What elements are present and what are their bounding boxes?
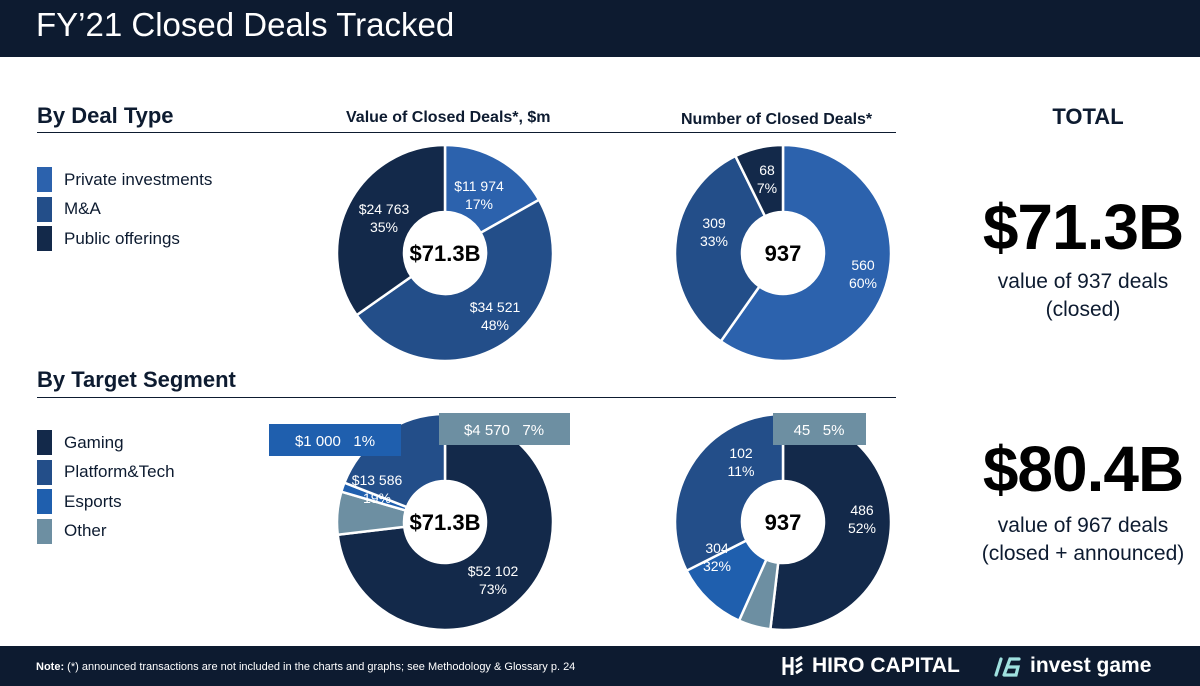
slice-gaming-value-label: 486	[850, 502, 874, 518]
legend-swatch	[37, 196, 52, 222]
slice-esports-pct-label: 11%	[728, 463, 755, 479]
legend-label: Public offerings	[64, 228, 180, 248]
page-title: FY’21 Closed Deals Tracked	[36, 6, 455, 43]
total-closed-sub1: value of 937 deals	[997, 270, 1169, 293]
donut-slice-platform-tech	[673, 412, 785, 573]
donut-slice-private-investments	[719, 143, 893, 363]
donut-slice-public-offerings	[733, 143, 785, 218]
value-chart-title: Value of Closed Deals*, $m	[346, 109, 551, 126]
brand-invest-game-text: invest game	[1030, 654, 1152, 677]
legend-swatch	[37, 518, 52, 544]
legend-item: Gaming	[37, 428, 175, 458]
slice-m-a-value-label: 309	[702, 215, 726, 231]
slice-private-investments-pct-label: 17%	[465, 196, 493, 212]
section-divider	[37, 397, 896, 398]
footnote-prefix: Note:	[36, 661, 65, 673]
legend-swatch	[37, 226, 52, 252]
legend-swatch	[37, 167, 52, 193]
slice-public-offerings-pct-label: 35%	[370, 219, 398, 235]
slice-gaming-value-label: $52 102	[468, 563, 519, 579]
footnote-text: (*) announced transactions are not inclu…	[64, 661, 576, 673]
slice-public-offerings-value-label: 68	[759, 162, 775, 178]
legend-segment: Gaming Platform&Tech Esports Other	[37, 428, 175, 546]
slice-esports-value-label: 102	[729, 445, 753, 461]
legend-item: M&A	[37, 195, 212, 225]
legend-deal-type: Private investments M&A Public offerings	[37, 165, 212, 254]
legend-swatch	[37, 459, 52, 485]
total-heading: TOTAL	[1052, 104, 1124, 129]
hiro-logo-icon	[782, 655, 803, 675]
section-title-deal-type: By Deal Type	[37, 103, 174, 128]
slice-esports-callout-label: $1 000 1%	[295, 433, 375, 450]
total-closed-sub2: (closed)	[1045, 298, 1121, 321]
total-all-sub2: (closed + announced)	[981, 542, 1185, 565]
donut-center-label: 937	[765, 241, 802, 266]
legend-label: M&A	[64, 199, 101, 219]
section-title-segment: By Target Segment	[37, 367, 236, 392]
slice-other-callout-label: $4 570 7%	[464, 422, 544, 439]
legend-swatch	[37, 430, 52, 456]
slice-platform-tech-pct-label: 19%	[363, 490, 391, 506]
slice-other-callout-box	[773, 413, 866, 445]
title-bar: FY’21 Closed Deals Tracked	[0, 0, 1200, 57]
donut-slice-m-a	[354, 198, 555, 363]
total-closed-value: $71.3B	[982, 191, 1184, 263]
legend-swatch	[37, 489, 52, 515]
slice-m-a-value-label: $34 521	[470, 299, 521, 315]
slice-m-a-pct-label: 48%	[481, 317, 509, 333]
slice-m-a-pct-label: 33%	[700, 233, 728, 249]
legend-label: Private investments	[64, 169, 213, 189]
slice-platform-tech-value-label: $13 586	[352, 472, 403, 488]
slice-other-callout-label: 45 5%	[794, 422, 845, 439]
slice-platform-tech-pct-label: 32%	[703, 558, 731, 574]
total-all-sub1: value of 967 deals	[997, 514, 1169, 537]
legend-label: Esports	[64, 491, 122, 511]
brand-hiro-text: HIRO CAPITAL	[812, 654, 960, 677]
slice-private-investments-value-label: 560	[851, 257, 875, 273]
donut-slice-private-investments	[443, 143, 541, 235]
donut-center-label: $71.3B	[410, 241, 481, 266]
section-divider	[37, 132, 896, 133]
slice-public-offerings-pct-label: 7%	[757, 180, 777, 196]
legend-label: Platform&Tech	[64, 462, 175, 482]
donut-slice-gaming	[768, 412, 893, 632]
invest-game-logo-icon	[994, 657, 1021, 677]
slice-private-investments-value-label: $11 974	[454, 178, 504, 194]
legend-label: Other	[64, 521, 107, 541]
slice-other-callout-box	[439, 413, 570, 445]
invest-game-logo: invest game	[992, 654, 1151, 678]
slice-gaming-pct-label: 52%	[848, 520, 876, 536]
slice-esports-callout-box	[269, 424, 401, 456]
hiro-capital-logo: HIRO CAPITAL	[782, 654, 960, 678]
slice-public-offerings-value-label: $24 763	[359, 201, 410, 217]
legend-item: Platform&Tech	[37, 458, 175, 488]
legend-item: Other	[37, 517, 175, 547]
legend-label: Gaming	[64, 432, 124, 452]
total-all-value: $80.4B	[982, 433, 1184, 505]
legend-item: Public offerings	[37, 224, 212, 254]
donut-center-label: 937	[765, 510, 802, 535]
footer-bar: Note: (*) announced transactions are not…	[0, 646, 1200, 686]
donut-slice-gaming	[336, 412, 555, 632]
footnote: Note: (*) announced transactions are not…	[36, 661, 575, 673]
donut-slice-m-a	[673, 154, 767, 344]
slice-gaming-pct-label: 73%	[479, 581, 507, 597]
count-chart-title: Number of Closed Deals*	[681, 111, 873, 128]
legend-item: Esports	[37, 487, 175, 517]
slice-platform-tech-value-label: 304	[705, 540, 729, 556]
legend-item: Private investments	[37, 165, 212, 195]
donut-center-label: $71.3B	[410, 510, 481, 535]
donut-slice-public-offerings	[335, 143, 447, 317]
slice-private-investments-pct-label: 60%	[849, 275, 877, 291]
